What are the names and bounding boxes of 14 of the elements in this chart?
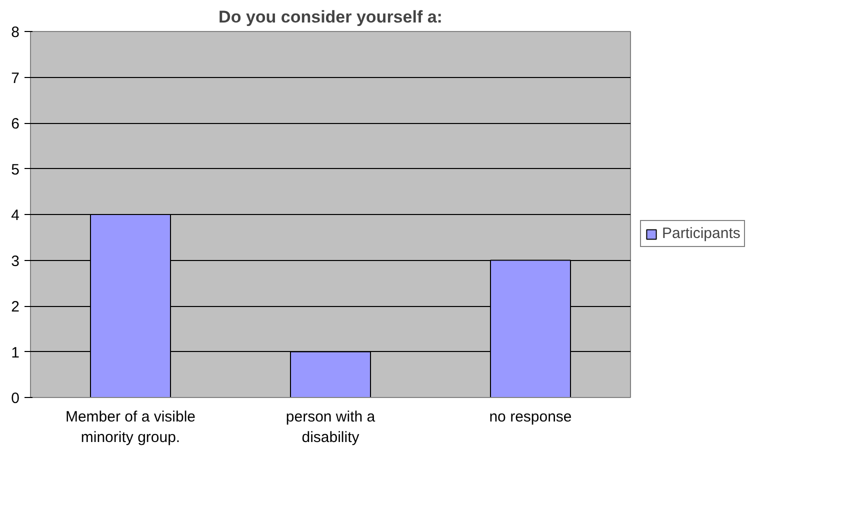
- y-tick-label: 4: [11, 207, 20, 224]
- y-tick-label: 3: [11, 252, 20, 270]
- y-tick-label: 8: [11, 24, 20, 41]
- chart-title: Do you consider yourself a:: [218, 8, 442, 26]
- y-tick-label: 0: [11, 390, 20, 407]
- y-tick-label: 1: [11, 344, 20, 362]
- y-tick-label: 7: [11, 70, 20, 87]
- y-tick-label: 6: [11, 116, 20, 132]
- x-tick-label: Member of a visible minority group.: [65, 408, 196, 446]
- y-tick-label: 2: [11, 298, 20, 316]
- x-tick-label: no response: [489, 408, 572, 426]
- y-tick-label: 5: [11, 161, 20, 178]
- x-tick-label: person with a disability: [286, 408, 376, 446]
- legend-label: Participants: [662, 225, 740, 242]
